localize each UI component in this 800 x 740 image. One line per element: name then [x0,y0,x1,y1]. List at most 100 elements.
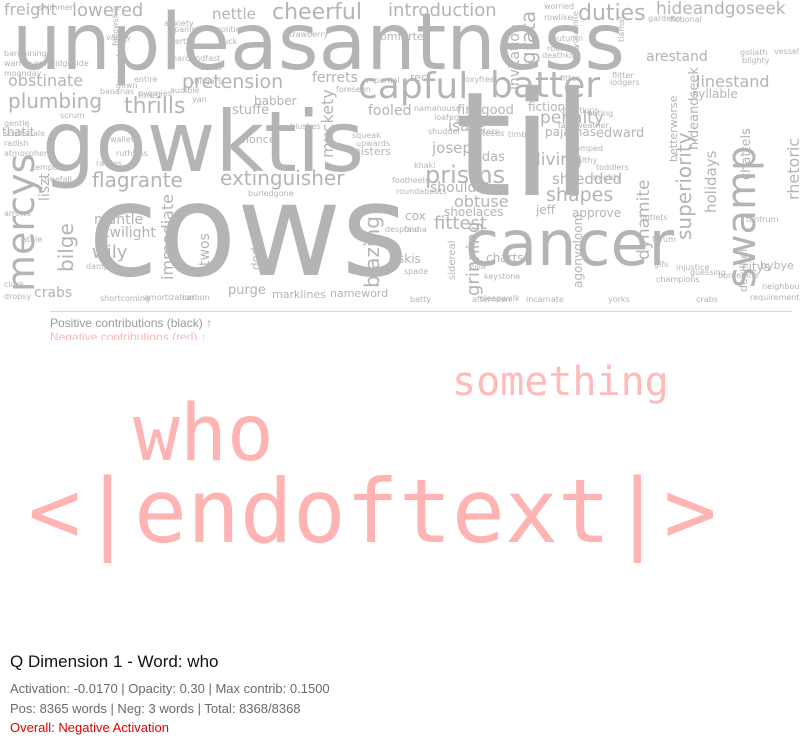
positive-word: foxyfree [462,75,495,84]
positive-word: roadline [547,44,580,53]
positive-word: shredded [552,170,623,188]
positive-word: betterworse [667,95,680,162]
positive-word: mercys [0,153,43,292]
positive-word: blazing [360,216,384,288]
positive-word: fictional [670,15,702,24]
positive-word: batter [490,65,601,106]
positive-word: atmosphere [4,149,52,158]
positive-word: forum [652,235,676,244]
positive-word: shapes [546,184,614,206]
positive-word: bilge [54,223,78,272]
positive-word: duties [578,1,646,26]
positive-word: scottsdale [4,129,46,138]
positive-word: amortization [144,293,195,302]
positive-word: voting [588,109,614,118]
positive-word: cows [88,157,409,306]
positive-word: dropsy [4,292,32,301]
positive-word: blighty [742,56,770,65]
positive-word: bananas [100,87,135,96]
positive-word: immediate [158,194,177,280]
positive-word: til [455,61,593,230]
positive-word: marklines [272,288,326,301]
negative-word: something [452,359,669,405]
positive-word: politic [216,25,241,34]
positive-word: athle [22,235,43,244]
overall-activation: Overall: Negative Activation [10,720,169,735]
positive-word: shamped [566,144,604,153]
positive-word: ruthless [116,149,149,158]
positive-word: foreseen [336,85,371,94]
positive-word: guessing [690,268,726,277]
positive-word: roundabouts [396,187,447,196]
positive-word: borderline [718,271,759,280]
positive-word: yan [192,95,207,104]
positive-word: autumn [552,34,584,43]
positive-word: deathkill [542,51,577,60]
positive-word: cox [405,209,426,223]
positive-word: sidereal [447,240,458,280]
positive-word: scrum [60,111,85,120]
positive-word: tiamat [617,15,626,42]
positive-word: flagrante [92,168,183,192]
positive-word: fauna [404,225,427,234]
positive-word: moonday [4,69,42,78]
legend-divider [50,311,792,312]
positive-word: sleepwalk [480,294,520,303]
positive-word: radish [4,139,29,148]
positive-word: unpleasantness [12,0,625,88]
positive-word: jeff [536,203,555,217]
positive-word: prisms [425,161,506,189]
positive-word: pretension [182,71,284,93]
positive-word: upwards [356,139,390,148]
positive-word: nettle [212,5,256,23]
positive-word: ferrets [312,70,358,86]
positive-word: outlets [640,213,668,222]
positive-word: agonygloom [571,213,585,288]
positive-word: spade [404,267,429,276]
positive-word: steeds [478,129,505,138]
positive-word: carbon [182,293,210,302]
positive-word: goliath [740,48,768,57]
positive-word: champions [656,275,700,284]
positive-word: edward [596,126,645,141]
positive-word: fiction [528,100,566,114]
negative-word-cloud: <|endoftext|> who something [0,345,800,645]
positive-word: squeak [352,131,381,140]
positive-word: nonce [242,133,276,146]
positive-word: footheels [392,176,430,185]
negative-word: <|endoftext|> [28,460,717,563]
positive-word: gifs [654,260,669,269]
positive-word: burledgone [248,189,294,198]
positive-word: timbers [508,130,539,139]
positive-word: joseph [432,139,482,157]
positive-word: linestand [696,72,770,91]
positive-word: plumbing [8,89,103,113]
positive-word: muckety [318,89,337,158]
positive-word: mantle [94,212,144,228]
positive-word: introduction [388,0,497,21]
positive-word: syllable [692,87,738,101]
positive-word: faireweather [558,121,609,130]
positive-word: citys [742,260,770,274]
positive-word: warren [4,59,32,68]
positive-word: grinning [463,221,484,296]
positive-word: tuck [220,37,238,46]
positive-word: rhetoric [784,137,800,200]
positive-word: fitter [560,74,580,83]
positive-word: tempora [32,163,67,172]
positive-word: penalty [540,108,604,128]
positive-word: despond [385,225,420,234]
positive-word: keystone [484,272,521,281]
positive-word: coats [200,63,222,72]
positive-word: invitation [507,24,523,90]
positive-word: shortcoming [100,294,151,303]
positive-word: gentle [4,119,30,128]
positive-word: namanouse [414,104,461,113]
positive-word: finegood [457,103,514,118]
positive-word-cloud: cows til unpleasantness gowktis cancer capful… [0,0,800,306]
positive-word: worried [544,2,575,11]
positive-word: bargaining [4,49,47,58]
positive-word: incarnate [526,295,564,304]
positive-word: thrust [138,91,162,100]
positive-word: stuffe [232,103,270,118]
